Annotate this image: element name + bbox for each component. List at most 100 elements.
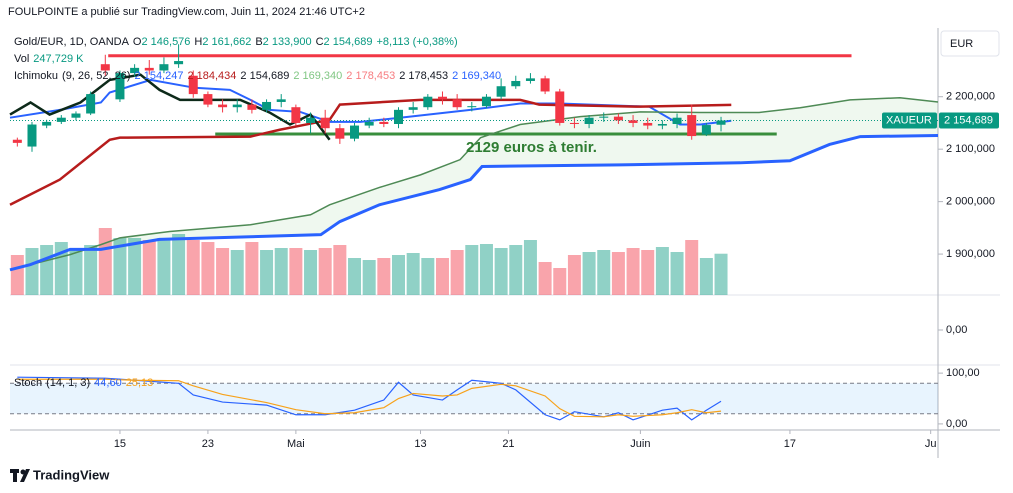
legend-key: H [194,36,203,48]
logo [10,469,30,482]
indicator-value: 2 184,434 [187,70,237,82]
volume-bar [655,247,669,295]
currency-box[interactable] [940,30,1000,57]
volume-bar [142,240,156,295]
candle-body [291,107,301,123]
candle-body [350,125,360,139]
volume-value: 247,729 K [33,53,84,65]
ichimoku-line [9,134,939,272]
candle-body [628,120,638,123]
legend-value: 2 154,689 [323,36,373,48]
candle-body [393,109,403,124]
volume-bar [333,245,347,295]
last-price: 2 154,689 [944,114,993,126]
candle-body [276,99,286,102]
candle-body [130,67,140,74]
stoch-line [17,376,722,421]
legend-stoch: Stoch (14, 1, 3) 44,60 25,13 [14,377,157,389]
legend-key: O [132,36,142,48]
volume-bar [494,248,508,295]
candle-body [599,116,609,118]
indicator-value: 2 178,453 [346,70,396,82]
candle-body [716,120,726,125]
legend-key: B [255,36,263,48]
annotation: 2129 euros à tenir. [466,139,597,156]
volume-bar [435,258,449,295]
brand: TradingView [33,467,110,482]
candle-body [364,121,374,126]
volume-bar [685,240,699,295]
legend-value: 2 161,662 [202,36,252,48]
volume-bar [230,250,244,295]
candle-body [42,121,52,126]
indicator-value: 2 169,340 [293,70,343,82]
candle-body [174,61,184,65]
y-tick-label: 2 000,000 [946,196,995,208]
candle-body [569,122,579,124]
indicator-value: 2 169,340 [452,70,502,82]
volume-bar [245,242,259,295]
candle-body [188,75,198,95]
currency: EUR [950,38,973,50]
volume-bar [304,250,318,295]
volume-bar [538,262,552,295]
candle-body [12,139,22,143]
volume-bar [40,245,54,295]
volume-bar [611,252,625,295]
y-tick-label: 0,00 [946,324,967,336]
volume-bar [362,260,376,295]
volume-bar [113,238,127,295]
candle-body [379,121,389,124]
legend-key: C [315,36,324,48]
x-tick-label: 23 [202,438,214,450]
candle-body [27,124,37,147]
volume-bar [509,245,523,295]
volume-bar [186,240,200,295]
candle-body [481,96,491,107]
volume-bar [406,253,420,295]
symbol: XAUEUR [886,114,932,126]
volume-bar [582,252,596,295]
legend-value: +8,113 (+0,38%) [376,36,458,48]
stoch-params: (14, 1, 3) [46,377,91,389]
volume-bar [465,245,479,295]
x-tick-label: Mai [287,438,305,450]
y-tick-label: 2 200,000 [946,91,995,103]
candle-body [437,96,447,100]
volume-bar [201,242,215,295]
legend-value: 2 133,900 [262,36,312,48]
volume-bar [10,255,24,295]
volume-bar [714,253,728,295]
indicator-value: 2 154,689 [240,70,290,82]
volume-bar [318,248,332,295]
legend-volume: Vol 247,729 K [14,53,87,65]
candle-body [584,117,594,124]
volume-bar [172,234,186,295]
volume-bar [377,258,391,295]
candle-body [56,117,66,122]
volume-name: Vol [14,53,30,65]
volume-bar [641,250,655,295]
volume-bar [348,258,362,295]
candle-body [306,117,316,123]
volume-bar [523,240,537,295]
candle-body [262,101,272,110]
candle-body [496,86,506,97]
ichimoku-line [9,97,939,271]
candle-body [657,123,667,126]
volume-bar [597,250,611,295]
title: Gold/EUR, 1D, OANDA [14,36,129,48]
candle-body [672,117,682,124]
ichimoku-cloud [10,97,938,270]
volume-bar [391,255,405,295]
x-tick-label: Ju [925,438,937,450]
indicator-value: 2 154,247 [134,70,184,82]
y-tick-label: 0,00 [946,418,967,430]
price-badge [939,112,999,129]
indicator-params: (9, 26, 52, 26) [62,70,131,82]
volume-bar [84,245,98,295]
candle-body [335,128,345,139]
candle-body [86,94,96,114]
volume-bar [289,248,303,295]
